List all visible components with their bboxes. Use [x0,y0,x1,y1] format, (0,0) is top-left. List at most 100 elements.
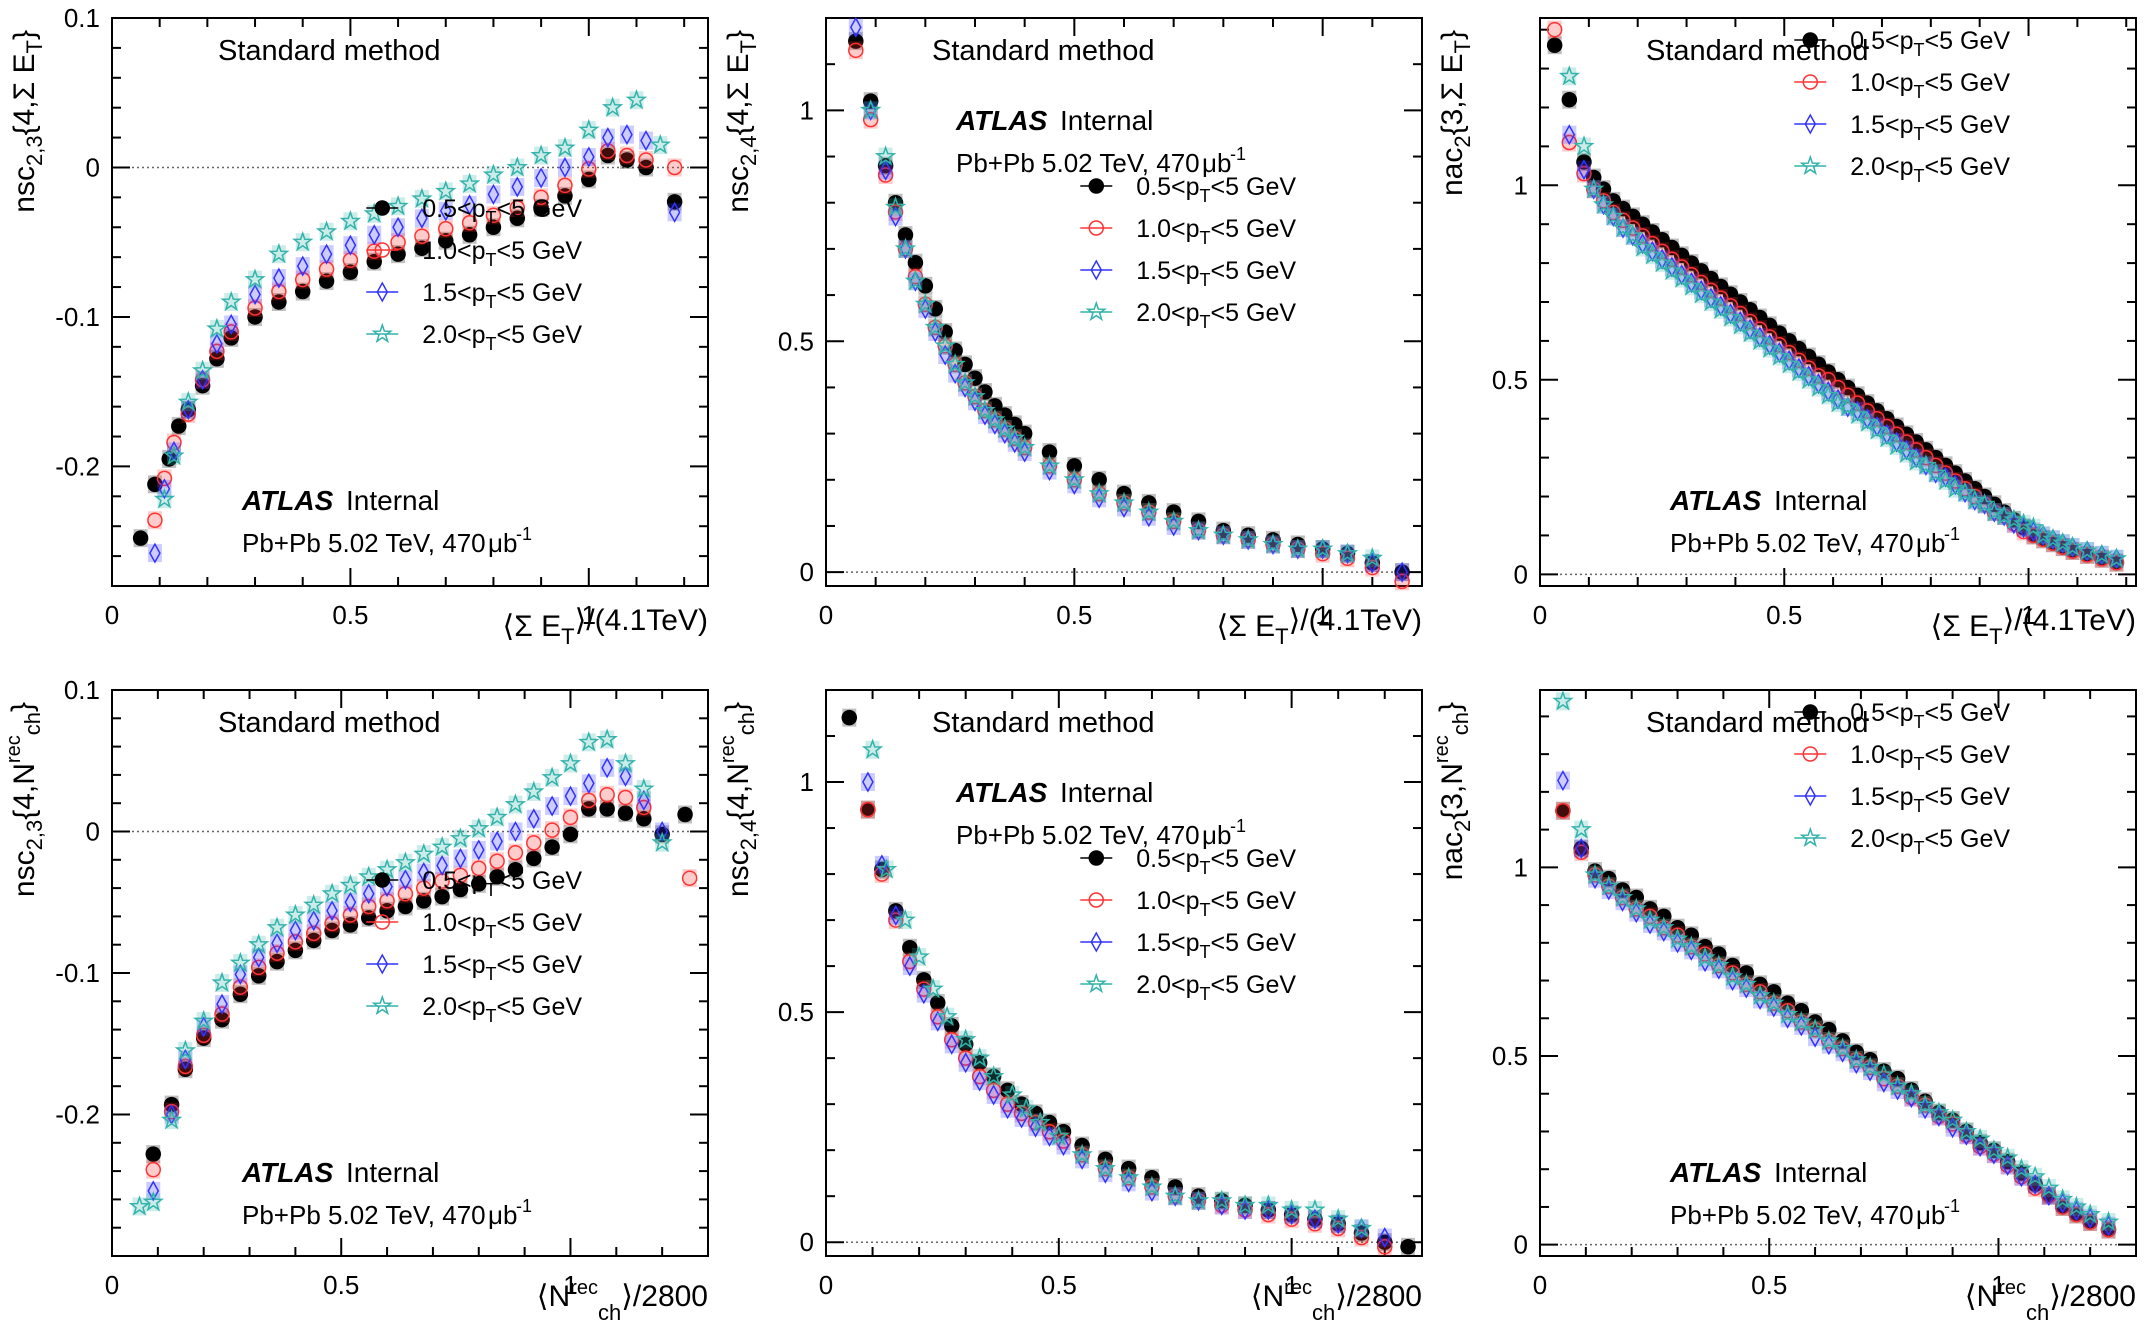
data-point [884,195,907,217]
data-point [344,234,357,256]
y-tick-label: 0 [800,1227,814,1257]
syst-box [288,921,303,940]
dataset-exponent: -1 [1944,1196,1960,1216]
data-point [1910,447,1923,469]
data-point [559,752,582,773]
data-point [1162,509,1185,531]
data-point [1778,352,1800,374]
data-point [2022,516,2045,537]
syst-box [667,158,682,177]
syst-box [1266,535,1280,554]
syst-box [1574,839,1589,858]
syst-box [343,893,358,912]
syst-box [938,336,953,355]
data-point [438,221,454,237]
data-point [1703,282,1719,299]
data-point [1237,1202,1253,1218]
data-point [601,96,624,117]
chart-panel-nsc24-et: 0 0.5 1 0 0.5 1 nsc2,4{4,Σ ET} ⟨Σ ET⟩/(4.1TeV) S… [722,16,1423,649]
data-point [633,777,655,799]
syst-box [1098,1159,1113,1178]
syst-box [1601,877,1616,896]
data-point [509,210,526,227]
syst-box [1986,1141,2001,1160]
data-point [1673,259,1690,275]
syst-box [319,260,334,279]
data-point [177,1058,194,1075]
data-point [1861,408,1874,430]
data-point [621,124,633,146]
syst-box [986,1081,1001,1100]
legend-marker [1085,300,1107,322]
syst-box [948,364,963,383]
syst-box [1365,558,1380,577]
syst-box [178,1041,193,1060]
syst-box [639,151,654,169]
data-point [954,371,976,392]
data-point [1563,124,1576,146]
data-point [1739,321,1761,343]
data-point [180,406,197,422]
data-point [192,1009,215,1031]
data-point [2052,531,2074,553]
syst-box [271,282,286,301]
legend-marker [1088,178,1105,194]
syst-box [1340,544,1355,563]
syst-box [1547,20,1562,39]
data-point [1877,1071,1890,1093]
x-tick-label: 0 [819,1270,833,1300]
syst-box [534,188,549,207]
data-point [582,772,595,794]
data-point [600,147,616,164]
data-point [1670,267,1693,288]
syst-box [682,869,697,888]
syst-box [1042,1127,1057,1146]
syst-box [295,233,310,252]
syst-box [1166,516,1181,535]
data-point [1713,290,1729,306]
data-point [535,167,547,189]
syst-box [361,884,376,903]
data-point [266,916,288,937]
data-point [194,371,211,388]
syst-box [462,213,477,232]
data-point [1758,337,1781,358]
x-axis-title: ⟨Σ ET⟩/(4.1TeV) [503,604,708,649]
syst-box [510,177,525,196]
syst-box [166,446,181,465]
syst-box [1017,443,1032,462]
data-point [1622,224,1644,245]
syst-box [1596,195,1611,214]
syst-box [1168,1187,1183,1206]
data-point [2094,551,2110,567]
data-point [128,1195,151,1216]
data-point [1396,561,1408,583]
syst-box [1555,692,1570,711]
data-point [509,820,522,843]
data-point [271,932,283,954]
syst-box [435,838,450,857]
data-point [1973,493,1996,514]
syst-box [563,808,578,827]
data-point [636,799,652,816]
syst-box [490,832,505,851]
data-point [557,188,573,204]
syst-box [181,405,196,424]
data-point [506,156,528,177]
data-point [1141,1175,1163,1197]
data-point [1972,1138,1988,1155]
syst-box [1656,918,1671,937]
data-point [599,786,615,803]
atlas-status: Internal [1774,1157,1867,1188]
data-point [859,99,882,120]
syst-box [1019,1099,1034,1118]
dataset-exponent: -1 [1230,144,1246,164]
data-point [1866,419,1888,440]
syst-box [1698,948,1713,967]
data-point [149,542,161,564]
data-point [596,728,618,749]
data-point [1694,946,1716,968]
legend: 0.5<pT<5 GeV 1.0<pT<5 GeV 1.5<pT<5 GeV 2.0<… [1794,699,2010,858]
syst-box [1331,1210,1346,1229]
legend-entry: 0.5<pT<5 GeV [1794,699,2010,732]
